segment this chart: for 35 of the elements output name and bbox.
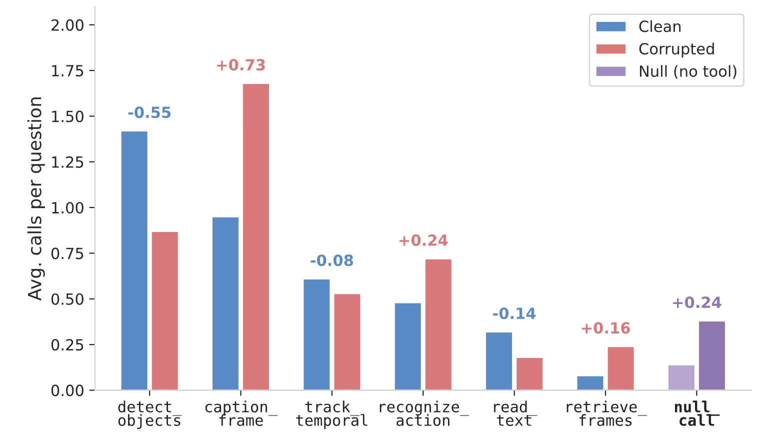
y-tick-label: 1.50	[52, 110, 84, 122]
bar	[120, 130, 149, 390]
x-tick-label: caption_ frame	[205, 400, 278, 426]
y-tick-label: 0.50	[51, 293, 84, 305]
legend-label: Null (no tool)	[640, 65, 736, 79]
bar	[393, 302, 422, 390]
legend-label: Corrupted	[639, 42, 714, 58]
annotation: +0.16	[582, 322, 630, 334]
bar	[302, 278, 332, 390]
legend-label: Clean	[639, 20, 681, 32]
annotation: +0.24	[673, 296, 722, 308]
y-tick-label: 0.25	[51, 339, 84, 351]
x-tick-label: recognize_ action	[380, 400, 470, 426]
y-tick-label: 1.00	[52, 202, 84, 214]
y-tick-label: 0.00	[51, 384, 84, 396]
annotation: -0.55	[128, 106, 171, 118]
bar	[576, 374, 605, 390]
x-tick-label: retrieve_ frames	[566, 400, 647, 426]
bar	[606, 346, 636, 390]
x-tick-label: detect_ objects	[118, 400, 182, 429]
annotation: -0.14	[493, 308, 536, 320]
bar	[150, 230, 180, 390]
annotation: -0.08	[310, 254, 354, 266]
x-tick-label: null_ call	[674, 400, 720, 426]
annotation: +0.73	[217, 59, 265, 71]
y-tick-label: 2.00	[52, 19, 84, 31]
bar	[424, 258, 453, 390]
y-tick-label: 1.75	[52, 65, 84, 77]
x-tick-label: read_ text	[494, 400, 538, 426]
x-tick-label: track_ temporal	[296, 400, 368, 429]
y-tick-label: 1.25	[52, 156, 84, 168]
annotation: +0.24	[400, 234, 448, 246]
y-axis-title: Avg. calls per question	[27, 98, 45, 301]
bar	[332, 292, 362, 390]
y-tick-label: 0.75	[51, 248, 84, 260]
